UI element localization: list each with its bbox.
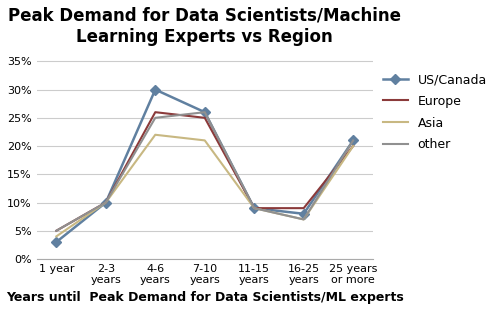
Europe <box>53 229 59 233</box>
Asia <box>53 234 59 238</box>
Line: other: other <box>56 112 353 231</box>
US/Canada <box>103 201 109 205</box>
Asia <box>251 206 257 210</box>
US/Canada <box>53 240 59 244</box>
other <box>152 116 158 120</box>
Europe <box>103 201 109 205</box>
US/Canada <box>301 212 307 216</box>
Line: Europe: Europe <box>56 112 353 231</box>
other <box>350 138 356 142</box>
Line: US/Canada: US/Canada <box>53 86 357 245</box>
Asia <box>103 201 109 205</box>
Europe <box>301 206 307 210</box>
X-axis label: Years until  Peak Demand for Data Scientists/ML experts: Years until Peak Demand for Data Scienti… <box>6 291 404 304</box>
Asia <box>350 144 356 148</box>
other <box>251 206 257 210</box>
Europe <box>202 116 208 120</box>
Legend: US/Canada, Europe, Asia, other: US/Canada, Europe, Asia, other <box>383 73 487 151</box>
other <box>202 110 208 114</box>
US/Canada <box>152 88 158 92</box>
Asia <box>202 138 208 142</box>
Asia <box>152 133 158 137</box>
other <box>301 217 307 221</box>
other <box>103 201 109 205</box>
Europe <box>251 206 257 210</box>
other <box>53 229 59 233</box>
US/Canada <box>350 138 356 142</box>
US/Canada <box>202 110 208 114</box>
Europe <box>350 144 356 148</box>
Asia <box>301 217 307 221</box>
Europe <box>152 110 158 114</box>
Title: Peak Demand for Data Scientists/Machine
Learning Experts vs Region: Peak Demand for Data Scientists/Machine … <box>8 7 401 46</box>
Line: Asia: Asia <box>56 135 353 236</box>
US/Canada <box>251 206 257 210</box>
